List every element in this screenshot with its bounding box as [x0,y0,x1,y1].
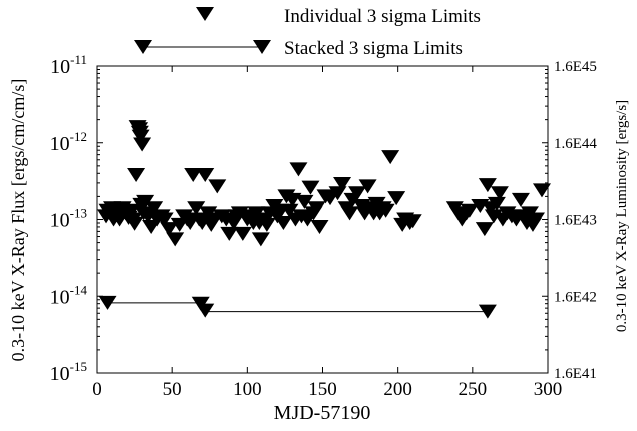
y2-axis-label: 0.3-10 keV X-Ray Luminosity [ergs/s] [614,100,630,332]
individual-limit-point [181,216,200,231]
individual-limit-point [307,201,326,216]
individual-limit-point [376,203,395,218]
individual-limit-point [387,191,406,206]
individual-limit-point [358,179,377,194]
individual-limit-point [340,206,359,221]
y-tick-label: 10-11 [50,52,87,78]
y2-tick-label: 1.6E45 [554,59,597,75]
individual-limit-point [301,180,320,195]
legend-individual-label: Individual 3 sigma Limits [284,6,481,27]
individual-limit-point [145,201,164,216]
individual-limit-point [403,214,422,229]
x-tick-label: 100 [233,379,262,400]
individual-limit-point [136,194,155,209]
individual-limit-point [257,217,276,232]
individual-limit-point [381,150,400,165]
individual-limit-point [490,186,509,201]
stacked-limit-point [196,303,215,318]
individual-limit-point [274,216,293,231]
individual-limit-point [295,194,314,209]
stacked-limit-point [478,304,497,319]
y-tick-label: 10-12 [50,129,87,155]
individual-limit-point [475,222,494,237]
individual-limit-point [478,178,497,193]
x-tick-label: 200 [383,379,412,400]
x-tick-label: 300 [534,379,563,400]
individual-limit-point [125,216,144,231]
individual-limit-point [184,168,203,183]
individual-series [97,120,551,247]
individual-limit-point [155,212,174,227]
individual-limit-point [280,203,299,218]
y2-tick-label: 1.6E43 [554,213,597,229]
individual-limit-point [217,212,236,227]
y-tick-label: 10-15 [50,359,87,385]
y-axis-ticks: 10-15 10-14 10-13 10-12 10-11 [50,52,548,385]
individual-limit-point [487,196,506,211]
individual-limit-point [532,183,551,198]
stacked-limit-point [98,295,117,310]
y-axis-label: 0.3-10 keV X-Ray Flux [ergs/cm/cm/s] [8,79,28,362]
x-axis-ticks: 0 50 100 150 200 250 300 [92,66,562,400]
legend-stacked-marker-left [134,40,152,54]
individual-limit-point [127,168,146,183]
y2-tick-label: 1.6E44 [554,136,597,152]
individual-limit-point [289,162,308,177]
legend-stacked-label: Stacked 3 sigma Limits [284,38,463,59]
individual-limit-point [133,137,152,152]
individual-limit-point [131,129,150,144]
individual-limit-point [220,226,239,241]
legend-individual-marker [196,7,214,21]
individual-limit-point [166,232,185,247]
x-tick-label: 0 [92,379,102,400]
individual-limit-point [460,203,479,218]
individual-limit-point [511,192,530,207]
y2-tick-label: 1.6E42 [554,289,597,305]
individual-limit-point [310,219,329,234]
y2-axis-ticks: 1.6E41 1.6E42 1.6E43 1.6E44 1.6E45 [554,59,597,382]
individual-limit-point [251,232,270,247]
individual-limit-point [160,222,179,237]
individual-limit-point [187,201,206,216]
x-tick-label: 50 [163,379,182,400]
y-tick-label: 10-14 [50,282,88,308]
y2-tick-label: 1.6E41 [554,366,597,382]
individual-limit-point [333,177,352,192]
stacked-series [98,295,497,319]
legend: Individual 3 sigma Limits Stacked 3 sigm… [134,6,481,59]
x-tick-label: 150 [308,379,337,400]
individual-limit-point [196,168,215,183]
individual-limit-point [348,186,367,201]
individual-limit-point [233,226,252,241]
x-tick-label: 250 [459,379,488,400]
legend-stacked-marker-right [253,40,271,54]
individual-limit-point [208,179,227,194]
y-tick-label: 10-13 [50,206,87,232]
individual-limit-point [526,212,545,227]
x-axis-label: MJD-57190 [274,402,371,424]
